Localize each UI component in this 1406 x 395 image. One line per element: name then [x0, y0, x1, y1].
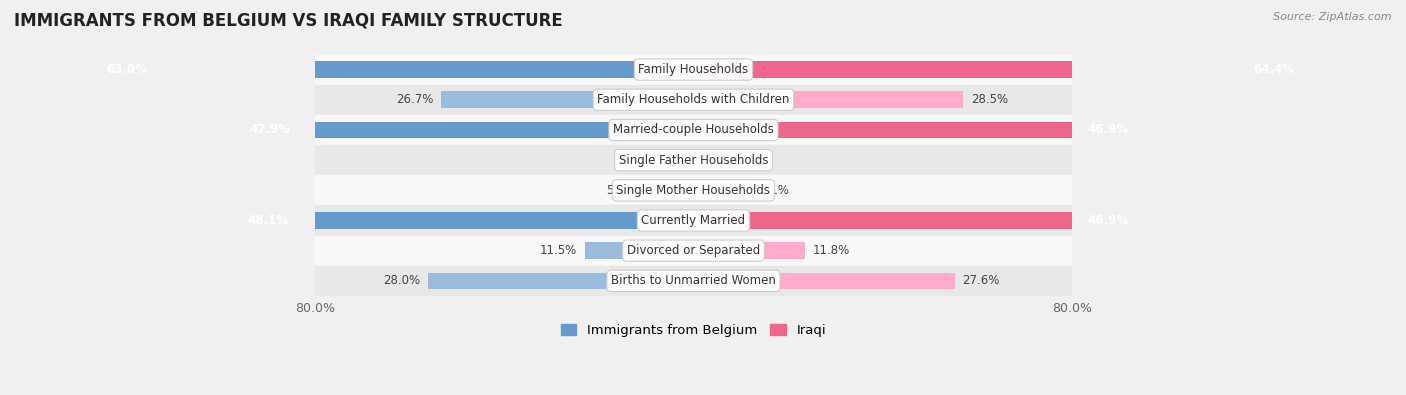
Bar	[675, 152, 693, 168]
Text: 64.4%: 64.4%	[1253, 63, 1294, 76]
Text: 48.1%: 48.1%	[247, 214, 288, 227]
Bar	[693, 92, 963, 108]
Bar	[315, 85, 1073, 115]
Bar	[315, 115, 1073, 145]
Bar	[693, 243, 806, 259]
Bar	[693, 212, 1137, 229]
Text: 2.0%: 2.0%	[637, 154, 666, 167]
Bar	[644, 182, 693, 199]
Bar	[693, 273, 955, 289]
Text: Married-couple Households: Married-couple Households	[613, 124, 773, 136]
Bar	[429, 273, 693, 289]
Text: 28.5%: 28.5%	[972, 93, 1008, 106]
Text: 63.0%: 63.0%	[107, 63, 148, 76]
Bar	[693, 122, 1137, 138]
Bar	[315, 175, 1073, 205]
Text: 11.5%: 11.5%	[540, 244, 576, 257]
Text: 46.9%: 46.9%	[1087, 214, 1128, 227]
Text: Family Households with Children: Family Households with Children	[598, 93, 790, 106]
Bar	[97, 61, 693, 78]
Text: 46.9%: 46.9%	[1087, 124, 1128, 136]
Text: 6.1%: 6.1%	[759, 184, 789, 197]
Bar	[693, 152, 714, 168]
Bar	[693, 182, 751, 199]
Bar	[693, 61, 1303, 78]
Text: Births to Unmarried Women: Births to Unmarried Women	[612, 275, 776, 288]
Text: 26.7%: 26.7%	[395, 93, 433, 106]
Legend: Immigrants from Belgium, Iraqi: Immigrants from Belgium, Iraqi	[555, 319, 832, 342]
Bar	[585, 243, 693, 259]
Text: Currently Married: Currently Married	[641, 214, 745, 227]
Text: 11.8%: 11.8%	[813, 244, 851, 257]
Text: 27.6%: 27.6%	[963, 275, 1000, 288]
Bar	[240, 122, 693, 138]
Text: 28.0%: 28.0%	[384, 275, 420, 288]
Text: Single Father Households: Single Father Households	[619, 154, 768, 167]
Text: Divorced or Separated: Divorced or Separated	[627, 244, 761, 257]
Text: 47.9%: 47.9%	[249, 124, 290, 136]
Bar	[315, 205, 1073, 235]
Bar	[440, 92, 693, 108]
Text: Single Mother Households: Single Mother Households	[616, 184, 770, 197]
Text: Source: ZipAtlas.com: Source: ZipAtlas.com	[1274, 12, 1392, 22]
Bar	[315, 235, 1073, 266]
Bar	[238, 212, 693, 229]
Text: 5.3%: 5.3%	[606, 184, 636, 197]
Bar	[315, 55, 1073, 85]
Bar	[315, 145, 1073, 175]
Text: Family Households: Family Households	[638, 63, 748, 76]
Text: IMMIGRANTS FROM BELGIUM VS IRAQI FAMILY STRUCTURE: IMMIGRANTS FROM BELGIUM VS IRAQI FAMILY …	[14, 12, 562, 30]
Text: 2.2%: 2.2%	[721, 154, 752, 167]
Bar	[315, 266, 1073, 296]
